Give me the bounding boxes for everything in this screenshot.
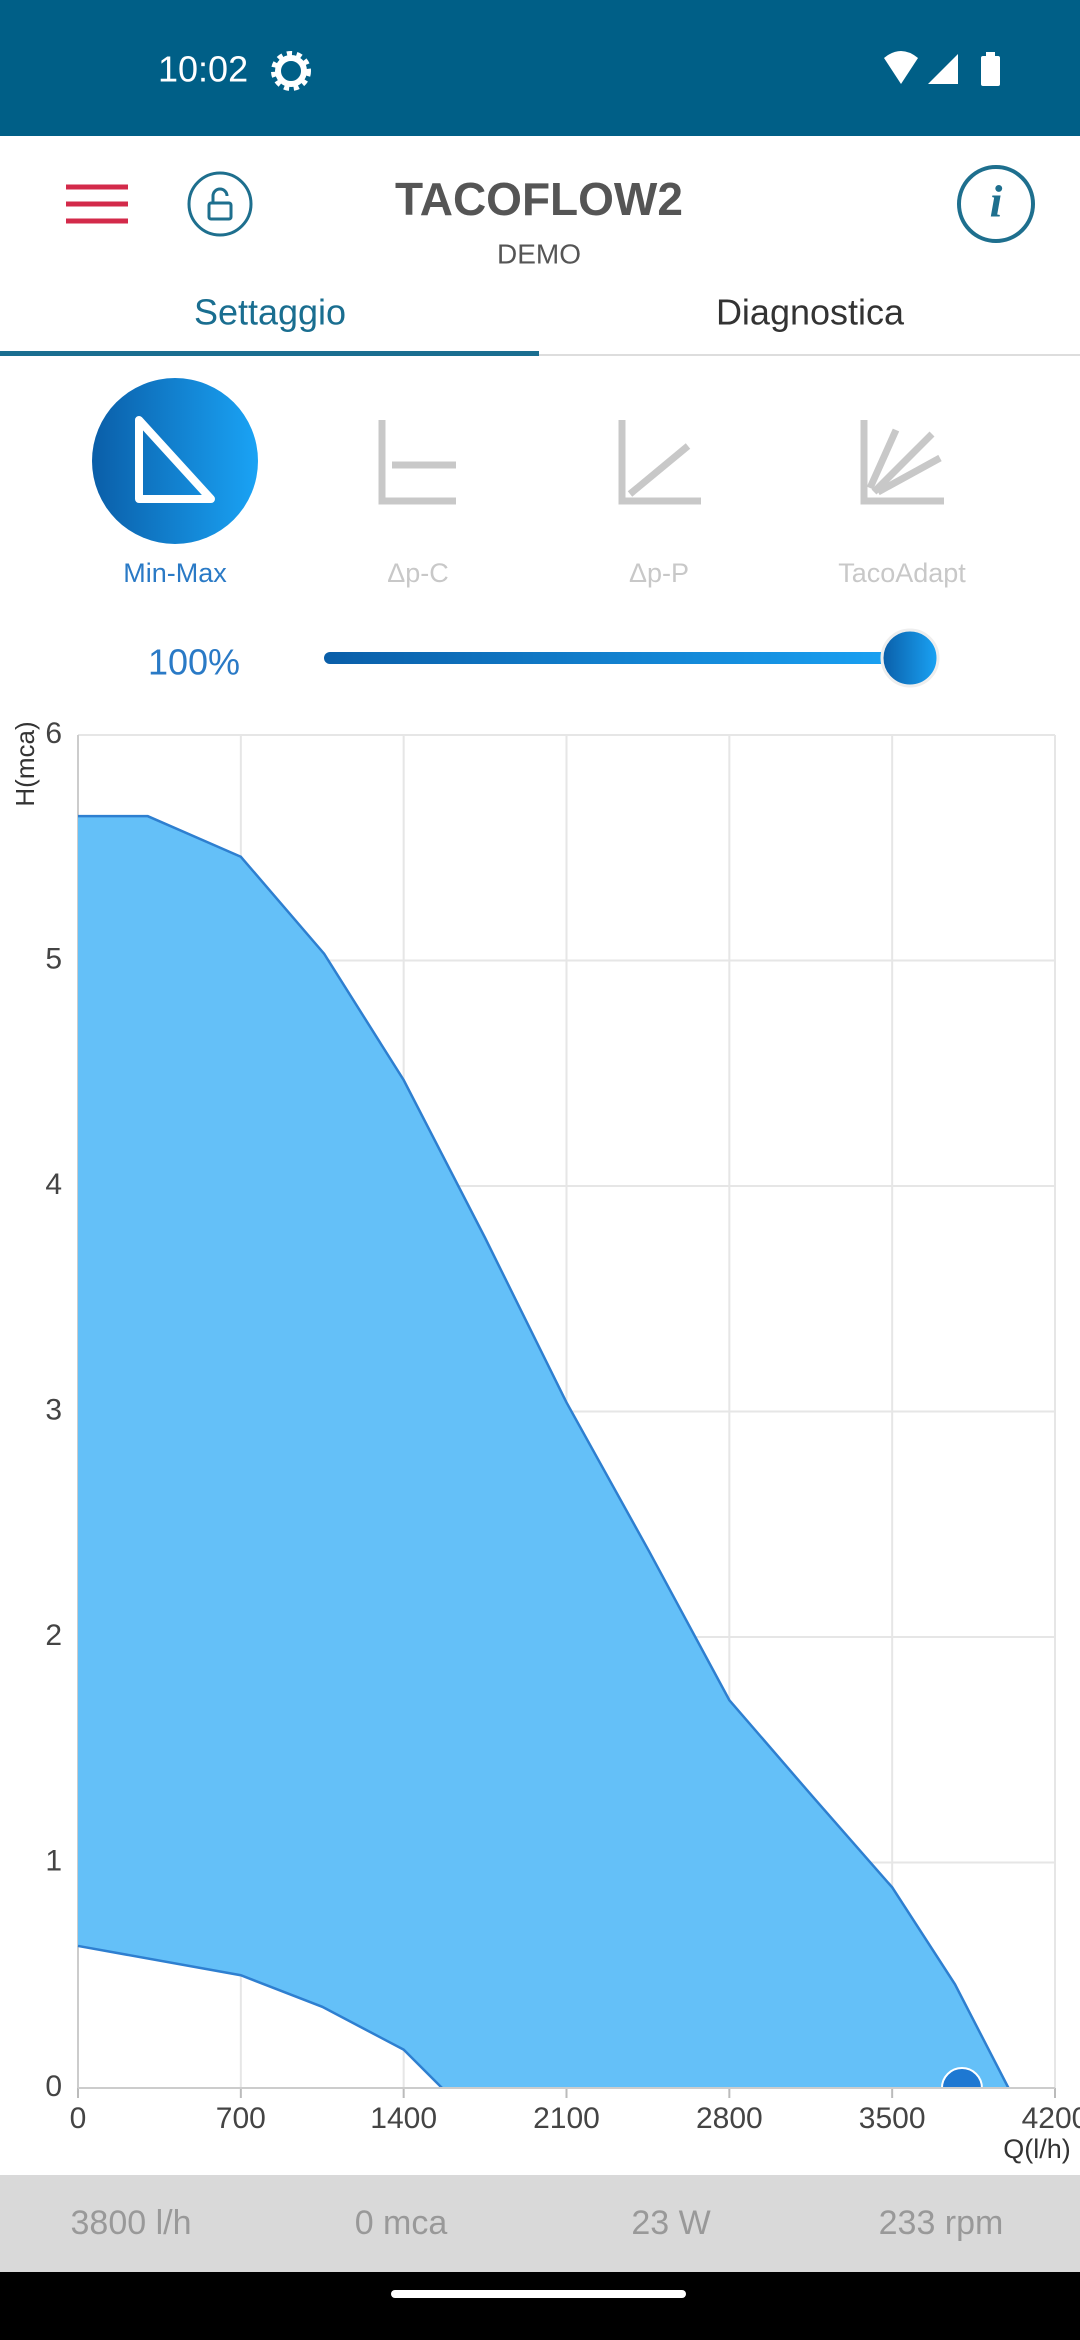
home-handle[interactable] <box>391 2290 686 2298</box>
battery-tip <box>986 52 995 57</box>
y-axis-title: H(mca) <box>10 721 40 806</box>
tab-divider <box>0 354 1080 356</box>
y-tick-label: 0 <box>45 2070 62 2103</box>
y-tick-label: 2 <box>45 1619 62 1652</box>
clock: 10:02 <box>158 49 248 90</box>
readout: 0 mca <box>355 2204 448 2242</box>
svg-text:i: i <box>990 176 1003 227</box>
y-tick-label: 3 <box>45 1393 62 1426</box>
tab[interactable]: Settaggio <box>194 292 346 333</box>
y-tick-label: 4 <box>45 1168 62 1201</box>
tab-indicator <box>0 351 539 356</box>
nav-bar <box>0 2272 1080 2340</box>
x-tick-label: 1400 <box>370 2102 437 2135</box>
readout: 233 rpm <box>879 2204 1004 2242</box>
x-tick-label: 2100 <box>533 2102 600 2135</box>
y-tick-label: 1 <box>45 1844 62 1877</box>
slider-track <box>324 652 910 664</box>
mode-label: Min-Max <box>123 558 227 588</box>
menu-button[interactable] <box>66 184 128 224</box>
area-fill <box>78 816 1009 2088</box>
readout-bar <box>0 2175 1080 2272</box>
lock-button[interactable] <box>187 171 253 237</box>
app-subtitle: DEMO <box>497 238 581 269</box>
mode-dp-p[interactable] <box>618 420 701 505</box>
mode-min-max[interactable] <box>92 378 258 544</box>
x-tick-label: 4200 <box>1022 2102 1080 2135</box>
readout: 3800 l/h <box>71 2204 192 2242</box>
slider-thumb <box>880 628 940 688</box>
y-tick-label: 5 <box>45 942 62 975</box>
readout: 23 W <box>631 2204 710 2242</box>
mode-tacoadapt[interactable] <box>860 420 944 505</box>
x-tick-label: 3500 <box>859 2102 926 2135</box>
chart: 0 1 2 3 4 5 6 0 700 1400 2100 2800 3500 4200 <box>45 717 1080 2135</box>
settings-icon <box>271 51 311 91</box>
mode-label: Δp-P <box>629 558 689 588</box>
x-axis-title: Q(l/h) <box>1003 2134 1071 2164</box>
app-title: TACOFLOW2 <box>395 173 683 225</box>
mode-dp-c[interactable] <box>378 420 456 505</box>
x-tick-label: 700 <box>216 2102 266 2135</box>
mode-label: TacoAdapt <box>838 558 966 588</box>
mode-label: Δp-C <box>387 558 449 588</box>
operating-point <box>940 2067 983 2088</box>
signal-icon <box>928 54 958 84</box>
curve <box>77 1944 443 2089</box>
x-tick-label: 2800 <box>696 2102 763 2135</box>
info-button[interactable]: i <box>957 165 1035 243</box>
tab[interactable]: Diagnostica <box>716 292 905 333</box>
battery-icon <box>981 56 1000 86</box>
y-tick-label: 6 <box>45 717 62 750</box>
curve <box>78 814 1010 2089</box>
wifi-icon <box>884 51 918 84</box>
x-tick-label: 0 <box>70 2102 87 2135</box>
slider-value: 100% <box>148 642 240 683</box>
